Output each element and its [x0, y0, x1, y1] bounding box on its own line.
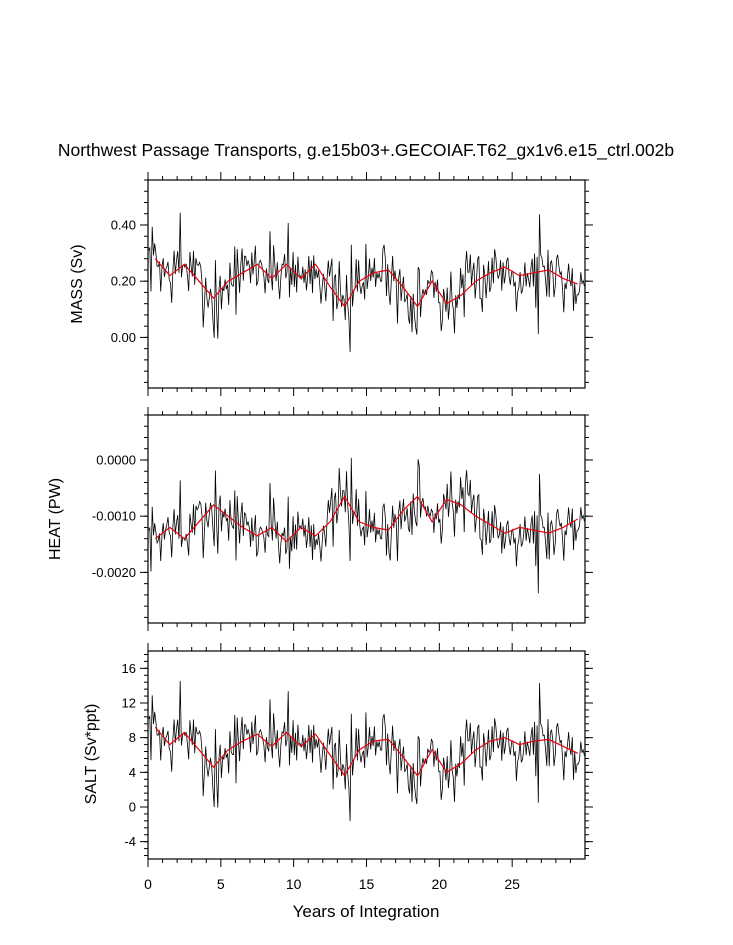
- x-tick-label: 20: [432, 876, 448, 892]
- annual-mean-line: [154, 726, 578, 777]
- panel-mass: 0.00 0.20 0.40 MASS (Sv): [69, 172, 593, 396]
- x-tick-label: 5: [217, 876, 225, 892]
- x-tick-label: 15: [359, 876, 375, 892]
- panel-heat-annual-line: [154, 495, 578, 543]
- x-tick-label: 0: [144, 876, 152, 892]
- panel-heat-ylabel: HEAT (PW): [47, 478, 64, 560]
- y-tick-label: 0.20: [111, 274, 136, 289]
- annual-mean-line: [154, 258, 578, 308]
- monthly-series-line: [148, 212, 585, 353]
- y-tick-label: 0: [129, 800, 136, 815]
- y-tick-label: -0.0010: [92, 509, 136, 524]
- x-axis-label: Years of Integration: [293, 902, 440, 921]
- panel-heat-monthly-line: [148, 457, 585, 594]
- monthly-series-line: [148, 457, 585, 594]
- x-tick-label: 10: [286, 876, 302, 892]
- panel-salt: -4 0 4 8 12 16 SALT (Sv*ppt): [83, 643, 593, 867]
- panel-mass-annual-line: [154, 258, 578, 308]
- x-tick-label: 25: [504, 876, 520, 892]
- x-axis-tick-labels: 0 5 10 15 20 25: [144, 876, 520, 892]
- panel-mass-ylabel: MASS (Sv): [69, 244, 86, 323]
- monthly-series-line: [148, 680, 585, 822]
- y-tick-label: 0.40: [111, 217, 136, 232]
- y-tick-label: 0.0000: [96, 452, 136, 467]
- y-tick-label: -4: [124, 834, 136, 849]
- plot-frame: [147, 650, 586, 860]
- panel-heat: -0.0020 -0.0010 0.0000 HEAT (PW): [47, 407, 593, 631]
- y-tick-label: 12: [122, 696, 136, 711]
- panel-salt-frame: [147, 650, 586, 860]
- panel-mass-ticks: 0.00 0.20 0.40: [111, 172, 593, 396]
- panel-mass-monthly-line: [148, 212, 585, 353]
- y-tick-label: 8: [129, 730, 136, 745]
- panel-heat-ticks: -0.0020 -0.0010 0.0000: [92, 407, 593, 631]
- y-tick-label: 16: [122, 661, 136, 676]
- annual-mean-line: [154, 495, 578, 543]
- panel-salt-ticks: -4 0 4 8 12 16: [122, 643, 593, 867]
- y-tick-label: 4: [129, 765, 136, 780]
- panel-salt-ylabel: SALT (Sv*ppt): [83, 704, 100, 805]
- panel-salt-annual-line: [154, 726, 578, 777]
- chart-title: Northwest Passage Transports, g.e15b03+.…: [58, 140, 674, 161]
- y-tick-label: -0.0020: [92, 565, 136, 580]
- panel-salt-monthly-line: [148, 680, 585, 822]
- y-tick-label: 0.00: [111, 330, 136, 345]
